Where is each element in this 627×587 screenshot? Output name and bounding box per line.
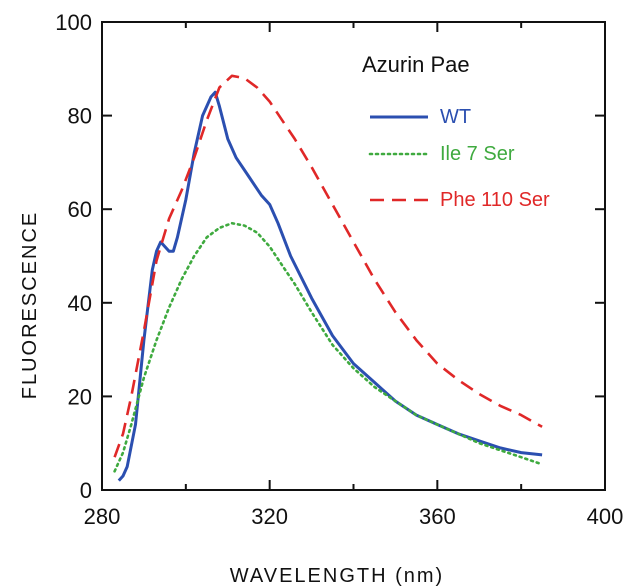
series-line-phe-110-ser: [113, 74, 543, 458]
series-layer: [113, 74, 544, 482]
legend-title: Azurin Pae: [362, 52, 470, 77]
y-tick-label: 100: [55, 10, 92, 35]
y-tick-label: 40: [68, 291, 92, 316]
y-axis-title: FLUORESCENCE: [19, 211, 41, 399]
axes: 280 320 360 400 0 20 40 60 80 100: [55, 10, 623, 529]
y-tick-label: 20: [68, 384, 92, 409]
legend-label: WT: [440, 106, 471, 128]
x-tick-label: 360: [419, 504, 456, 529]
y-tick-label: 80: [68, 104, 92, 129]
x-tick-label: 280: [84, 504, 121, 529]
x-axis-title: WAVELENGTH (nm): [230, 565, 444, 587]
x-tick-label: 400: [587, 504, 624, 529]
legend-label: Ile 7 Ser: [440, 143, 515, 165]
series-line-ile-7-ser: [113, 221, 544, 473]
y-tick-label: 0: [80, 478, 92, 503]
legend-label: Phe 110 Ser: [440, 189, 550, 211]
x-tick-label: 320: [251, 504, 288, 529]
y-tick-label: 60: [68, 197, 92, 222]
legend: Azurin Pae WT Ile 7 Ser Phe 110 Ser: [362, 52, 550, 211]
